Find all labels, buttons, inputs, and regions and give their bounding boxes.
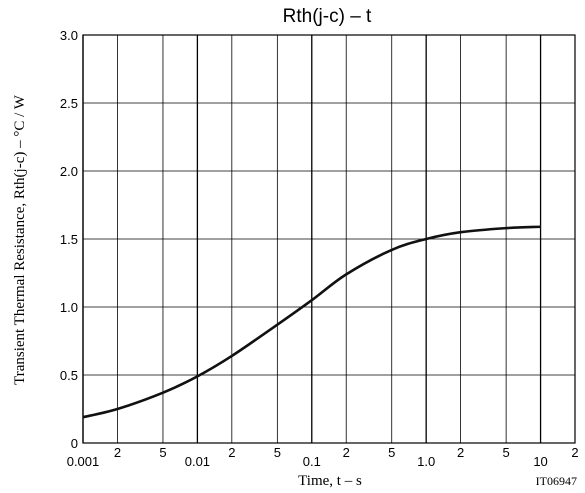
x-tick-label: 2 [343, 445, 350, 460]
x-tick-label: 2 [457, 445, 464, 460]
data-point [540, 226, 542, 228]
x-tick-label: 2 [114, 445, 121, 460]
y-tick-labels: 0 0.5 1.0 1.5 2.0 2.5 3.0 [60, 28, 78, 451]
x-tick-label: 2 [228, 445, 235, 460]
x-tick-label: 5 [388, 445, 395, 460]
data-point [231, 355, 233, 357]
data-point [345, 273, 347, 275]
plot-frame [82, 34, 576, 444]
grid [82, 34, 576, 444]
y-tick-label: 2.5 [60, 96, 78, 111]
x-tick-label: 5 [503, 445, 510, 460]
data-point [196, 375, 198, 377]
x-tick-label: 5 [274, 445, 281, 460]
x-tick-labels: 0.001 2 5 0.01 2 5 0.1 2 5 1.0 2 5 10 2 [67, 445, 579, 469]
x-tick-label: 0.001 [67, 454, 100, 469]
data-point [391, 249, 393, 251]
x-tick-label: 0.01 [185, 454, 210, 469]
data-point [82, 416, 84, 418]
chart-title: Rth(j-c) – t [283, 6, 372, 27]
data-point [276, 324, 278, 326]
y-tick-label: 3.0 [60, 28, 78, 43]
data-point [460, 231, 462, 233]
y-tick-label: 0.5 [60, 368, 78, 383]
data-point [116, 408, 118, 410]
y-tick-label: 1.5 [60, 232, 78, 247]
series-group [82, 225, 542, 419]
x-axis-label: Time, t – s [298, 473, 362, 489]
data-point [162, 392, 164, 394]
y-axis-label: Transient Thermal Resistance, Rth(j-c) –… [12, 94, 28, 385]
data-point [311, 299, 313, 301]
data-point [505, 227, 507, 229]
x-tick-label: 0.1 [303, 454, 321, 469]
figure-id: IT06947 [536, 474, 577, 488]
y-tick-label: 1.0 [60, 300, 78, 315]
y-tick-label: 2.0 [60, 164, 78, 179]
data-point [425, 238, 427, 240]
x-tick-label: 5 [159, 445, 166, 460]
x-tick-label: 10 [533, 454, 547, 469]
x-tick-label: 1.0 [417, 454, 435, 469]
x-tick-label: 2 [571, 445, 578, 460]
y-tick-label: 0 [71, 436, 78, 451]
